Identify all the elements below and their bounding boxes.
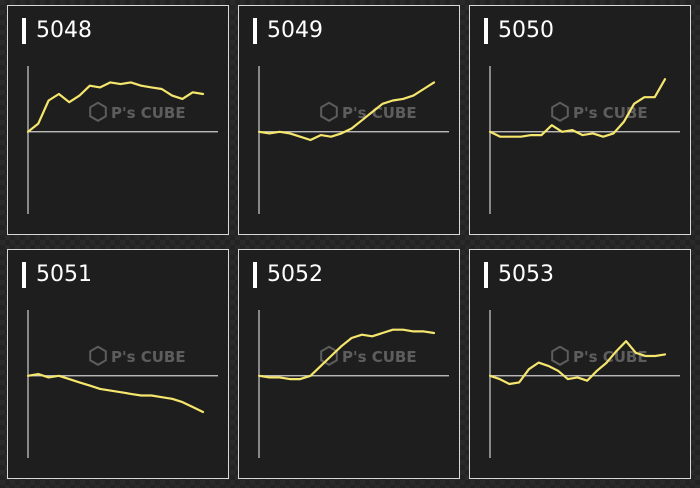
title-marker — [22, 262, 26, 288]
panel-header: 5050 — [484, 18, 554, 44]
series-line — [257, 328, 436, 381]
chart-panel-5049: P's CUBE 5049 — [238, 5, 460, 235]
panel-title: 5048 — [36, 18, 92, 43]
series-line — [488, 78, 667, 138]
chart-panel-5053: P's CUBE 5053 — [469, 249, 691, 479]
line-chart: P's CUBE — [257, 310, 449, 458]
series-line — [26, 81, 205, 133]
line-chart: P's CUBE — [257, 66, 449, 214]
line-chart: P's CUBE — [488, 66, 680, 214]
panel-header: 5048 — [22, 18, 92, 44]
svg-text:P's CUBE: P's CUBE — [111, 104, 186, 122]
panel-header: 5051 — [22, 262, 92, 288]
svg-text:P's CUBE: P's CUBE — [573, 104, 648, 122]
svg-text:P's CUBE: P's CUBE — [342, 104, 417, 122]
chart-panel-5051: P's CUBE 5051 — [7, 249, 229, 479]
series-line — [257, 81, 436, 142]
watermark-logo: P's CUBE — [89, 345, 186, 366]
watermark-logo: P's CUBE — [320, 101, 417, 122]
chart-panel-5050: P's CUBE 5050 — [469, 5, 691, 235]
panel-header: 5052 — [253, 262, 323, 288]
panel-title: 5050 — [498, 18, 554, 43]
line-chart: P's CUBE — [488, 310, 680, 458]
panel-title: 5052 — [267, 262, 323, 287]
svg-text:P's CUBE: P's CUBE — [111, 348, 186, 366]
series-line — [26, 373, 205, 414]
title-marker — [22, 18, 26, 44]
title-marker — [484, 262, 488, 288]
series-line — [488, 340, 667, 386]
line-chart: P's CUBE — [26, 310, 218, 458]
panel-title: 5049 — [267, 18, 323, 43]
panel-title: 5053 — [498, 262, 554, 287]
svg-text:P's CUBE: P's CUBE — [342, 348, 417, 366]
panel-header: 5049 — [253, 18, 323, 44]
chart-panel-5052: P's CUBE 5052 — [238, 249, 460, 479]
watermark-logo: P's CUBE — [320, 345, 417, 366]
title-marker — [253, 18, 257, 44]
line-chart: P's CUBE — [26, 66, 218, 214]
title-marker — [253, 262, 257, 288]
watermark-logo: P's CUBE — [551, 101, 648, 122]
panel-header: 5053 — [484, 262, 554, 288]
title-marker — [484, 18, 488, 44]
panel-title: 5051 — [36, 262, 92, 287]
chart-panel-5048: P's CUBE 5048 — [7, 5, 229, 235]
watermark-logo: P's CUBE — [89, 101, 186, 122]
